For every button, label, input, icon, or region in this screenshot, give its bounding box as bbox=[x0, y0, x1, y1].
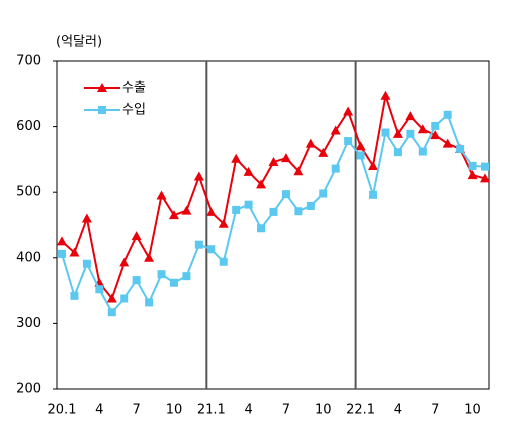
marker bbox=[69, 247, 80, 257]
x-tick-label: 4 bbox=[394, 403, 402, 418]
marker bbox=[305, 138, 316, 148]
marker bbox=[293, 166, 304, 176]
marker bbox=[417, 124, 428, 134]
marker bbox=[381, 128, 390, 137]
marker bbox=[418, 147, 427, 156]
marker bbox=[355, 141, 366, 151]
marker bbox=[257, 224, 266, 233]
marker bbox=[380, 90, 391, 100]
marker bbox=[442, 138, 453, 148]
marker bbox=[58, 249, 66, 258]
x-tick-label: 10 bbox=[315, 403, 332, 418]
marker bbox=[344, 137, 353, 146]
marker bbox=[207, 245, 216, 254]
marker bbox=[81, 213, 92, 223]
marker bbox=[467, 170, 478, 180]
marker bbox=[392, 128, 403, 138]
y-tick-label: 200 bbox=[16, 382, 41, 397]
y-axis-label: (억달러) bbox=[56, 35, 102, 50]
x-tick-label: 21.1 bbox=[197, 403, 226, 418]
x-tick-label: 10 bbox=[166, 403, 183, 418]
marker bbox=[231, 153, 242, 163]
x-tick-label: 10 bbox=[464, 403, 481, 418]
marker bbox=[406, 129, 415, 138]
y-tick-label: 300 bbox=[16, 316, 41, 331]
marker bbox=[70, 291, 79, 300]
marker bbox=[480, 173, 490, 183]
marker bbox=[132, 276, 141, 285]
marker bbox=[318, 147, 329, 157]
marker bbox=[157, 270, 166, 279]
marker bbox=[98, 106, 106, 114]
y-tick-label: 400 bbox=[16, 250, 41, 265]
marker bbox=[206, 206, 217, 216]
y-tick-label: 700 bbox=[16, 54, 41, 69]
marker bbox=[181, 205, 192, 215]
marker bbox=[218, 218, 229, 228]
marker bbox=[119, 257, 130, 267]
marker bbox=[156, 190, 167, 200]
marker bbox=[97, 83, 107, 92]
marker bbox=[120, 294, 129, 303]
marker bbox=[468, 161, 477, 170]
marker bbox=[356, 151, 365, 160]
marker bbox=[294, 207, 303, 216]
marker bbox=[443, 110, 452, 119]
marker bbox=[193, 171, 204, 181]
y-tick-label: 600 bbox=[16, 119, 41, 134]
x-tick-label: 22.1 bbox=[346, 403, 375, 418]
marker bbox=[431, 121, 440, 130]
marker bbox=[182, 272, 191, 281]
marker bbox=[369, 190, 378, 199]
x-tick-label: 4 bbox=[95, 403, 103, 418]
marker bbox=[481, 162, 489, 171]
x-tick-label: 7 bbox=[282, 403, 290, 418]
x-tick-label: 7 bbox=[133, 403, 141, 418]
x-tick-label: 20.1 bbox=[48, 403, 77, 418]
marker bbox=[168, 210, 179, 220]
marker bbox=[331, 164, 340, 173]
marker bbox=[281, 190, 290, 199]
marker bbox=[232, 205, 241, 214]
marker bbox=[169, 278, 178, 287]
marker bbox=[131, 231, 142, 241]
y-tick-label: 500 bbox=[16, 185, 41, 200]
marker bbox=[319, 189, 328, 198]
marker bbox=[106, 293, 117, 303]
marker bbox=[269, 207, 278, 216]
marker bbox=[330, 125, 341, 135]
marker bbox=[256, 179, 267, 189]
marker bbox=[280, 153, 291, 163]
marker bbox=[243, 166, 254, 176]
marker bbox=[219, 257, 228, 266]
marker bbox=[57, 236, 67, 246]
marker bbox=[368, 160, 379, 170]
marker bbox=[145, 298, 154, 307]
marker bbox=[268, 157, 279, 167]
marker bbox=[430, 130, 441, 140]
marker bbox=[244, 200, 253, 209]
marker bbox=[107, 308, 116, 317]
x-tick-label: 4 bbox=[244, 403, 252, 418]
marker bbox=[393, 148, 402, 157]
plot-frame bbox=[56, 60, 490, 390]
series-line bbox=[61, 95, 486, 301]
marker bbox=[456, 144, 465, 153]
legend-label: 수출 bbox=[122, 81, 146, 96]
marker bbox=[343, 106, 354, 116]
marker bbox=[405, 111, 416, 121]
legend-label: 수입 bbox=[122, 103, 146, 118]
marker bbox=[306, 201, 315, 210]
marker bbox=[144, 252, 155, 262]
marker bbox=[82, 259, 91, 268]
marker bbox=[194, 240, 203, 249]
marker bbox=[95, 285, 104, 294]
x-tick-label: 7 bbox=[431, 403, 439, 418]
